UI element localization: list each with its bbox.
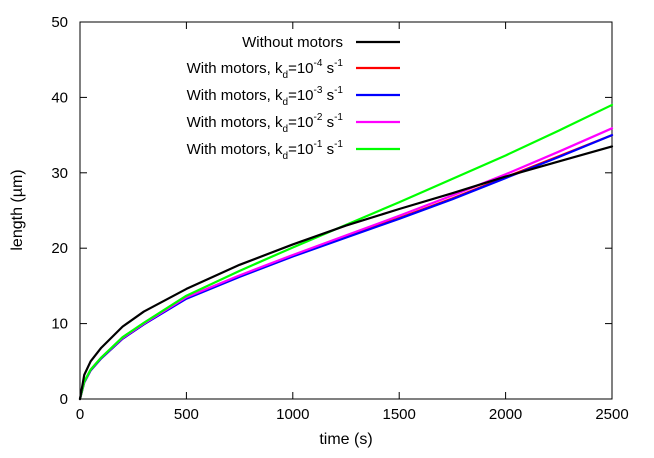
legend-label-post: s xyxy=(322,141,334,158)
legend-label: With motors, kd=10-4 s-1 xyxy=(187,58,344,81)
series-line-1 xyxy=(78,134,614,401)
legend-label-sup2: -1 xyxy=(334,85,343,96)
legend-label: With motors, kd=10-1 s-1 xyxy=(187,139,344,162)
legend-label-post: s xyxy=(322,87,334,104)
legend-label-post: s xyxy=(322,60,334,77)
y-tick-label: 0 xyxy=(60,391,68,408)
series-line-4 xyxy=(78,103,614,401)
legend-label-mid: =10 xyxy=(288,60,313,77)
legend-label-mid: =10 xyxy=(288,114,313,131)
legend-label-sup: -2 xyxy=(314,112,323,123)
legend-label-sup: -4 xyxy=(314,58,323,69)
y-axis-ticks: 0 10 20 30 40 50 xyxy=(51,14,612,408)
legend-label: With motors, kd=10-2 s-1 xyxy=(187,112,344,135)
y-axis-title: length (µm) xyxy=(9,169,26,250)
y-tick-label: 20 xyxy=(51,240,68,257)
legend-label-sub: d xyxy=(283,124,289,135)
legend-label-mid: =10 xyxy=(288,141,313,158)
legend-entry-0: Without motors xyxy=(242,34,400,51)
legend-label-pre: With motors, k xyxy=(187,114,283,131)
x-tick-label: 1000 xyxy=(276,406,309,423)
plot-frame xyxy=(79,21,613,400)
y-tick-label: 40 xyxy=(51,89,68,106)
x-tick-label: 2500 xyxy=(595,406,628,423)
legend-label-sup2: -1 xyxy=(334,58,343,69)
x-tick-label: 0 xyxy=(76,406,84,423)
x-tick-label: 500 xyxy=(174,406,199,423)
legend-label-sup2: -1 xyxy=(334,112,343,123)
legend-entry-1: With motors, kd=10-4 s-1 xyxy=(187,58,400,81)
legend-label: With motors, kd=10-3 s-1 xyxy=(187,85,344,108)
series-line-0 xyxy=(78,145,614,401)
legend-label-sub: d xyxy=(283,70,289,81)
series-lines xyxy=(78,103,614,401)
series-line-2 xyxy=(78,134,614,401)
legend-entry-4: With motors, kd=10-1 s-1 xyxy=(187,139,400,162)
x-tick-label: 1500 xyxy=(383,406,416,423)
legend-label-sup: -3 xyxy=(314,85,323,96)
legend-label-post: s xyxy=(322,114,334,131)
legend-label-pre: With motors, k xyxy=(187,141,283,158)
legend-label-sub: d xyxy=(283,97,289,108)
y-tick-label: 50 xyxy=(51,14,68,31)
legend-label-mid: =10 xyxy=(288,87,313,104)
x-tick-label: 2000 xyxy=(489,406,522,423)
y-tick-label: 30 xyxy=(51,165,68,182)
legend-label-sub: d xyxy=(283,151,289,162)
legend-entry-2: With motors, kd=10-3 s-1 xyxy=(187,85,400,108)
x-axis-title: time (s) xyxy=(319,431,372,448)
legend-label-sup: -1 xyxy=(314,139,323,150)
legend-label: Without motors xyxy=(242,34,343,51)
legend-label-sup2: -1 xyxy=(334,139,343,150)
legend-label-pre: With motors, k xyxy=(187,60,283,77)
legend-label-pre: With motors, k xyxy=(187,87,283,104)
legend-entry-3: With motors, kd=10-2 s-1 xyxy=(187,112,400,135)
y-tick-label: 10 xyxy=(51,316,68,333)
x-axis-ticks: 0 500 1000 1500 2000 2500 xyxy=(76,22,629,423)
